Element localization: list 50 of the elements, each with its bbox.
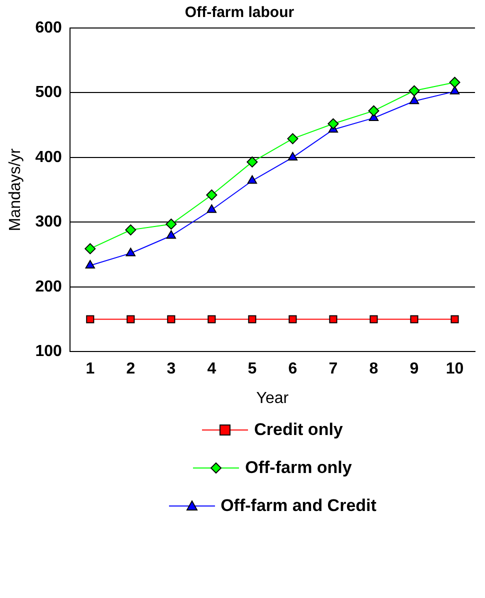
- x-tick-label: 5: [248, 360, 257, 378]
- x-tick-label: 9: [410, 360, 419, 378]
- point: [370, 315, 378, 324]
- x-tick-label: 7: [328, 360, 338, 378]
- x-axis-title: Year: [256, 390, 290, 407]
- point: [288, 315, 297, 324]
- legend-label: Off-farm and Credit: [220, 496, 376, 516]
- point: [329, 315, 338, 324]
- point: [126, 248, 136, 256]
- x-tick-label: 6: [288, 360, 298, 378]
- point: [166, 230, 176, 239]
- y-axis-title: Mandays/yr: [7, 148, 24, 232]
- point: [206, 189, 218, 200]
- point: [208, 315, 216, 324]
- point: [450, 315, 459, 324]
- point: [86, 315, 94, 324]
- point: [288, 152, 298, 160]
- x-tick-label: 1: [86, 360, 95, 378]
- legend-label: Credit only: [254, 420, 343, 440]
- y-tick-label: 300: [35, 214, 62, 231]
- point: [449, 76, 460, 88]
- point: [84, 243, 96, 254]
- point: [167, 315, 176, 324]
- y-tick-label: 600: [35, 19, 62, 36]
- legend-label: Off-farm only: [245, 458, 352, 478]
- point: [328, 118, 339, 130]
- point: [206, 204, 217, 213]
- x-tick-label: 8: [369, 360, 378, 378]
- y-tick-label: 500: [35, 84, 62, 102]
- point: [166, 218, 177, 230]
- x-tick-label: 2: [126, 360, 136, 378]
- point: [408, 85, 420, 96]
- chart-title: Off-farm labour: [184, 4, 294, 22]
- x-tick-label: 4: [207, 360, 216, 378]
- point: [409, 96, 420, 104]
- y-tick-label: 400: [35, 148, 62, 166]
- point: [368, 105, 380, 116]
- x-tick-label: 10: [446, 360, 464, 378]
- y-tick-label: 100: [35, 343, 62, 360]
- point: [287, 133, 298, 144]
- point: [248, 315, 256, 324]
- point: [450, 86, 460, 94]
- point: [85, 260, 95, 269]
- point: [126, 315, 135, 324]
- x-tick-label: 3: [166, 360, 176, 378]
- y-tick-label: 200: [35, 278, 62, 296]
- point: [247, 175, 258, 184]
- point: [125, 224, 136, 236]
- point: [410, 315, 418, 324]
- point: [246, 156, 258, 168]
